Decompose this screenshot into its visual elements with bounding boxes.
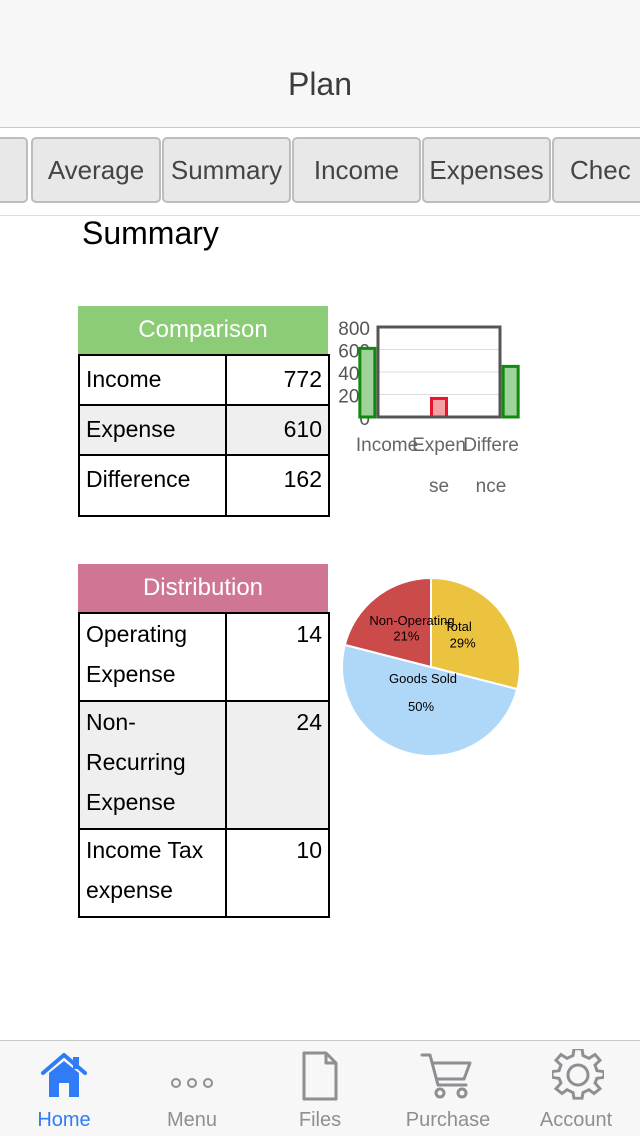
plot-frame <box>376 325 502 419</box>
row-label: Non-Recurring Expense <box>78 701 227 829</box>
home-icon <box>41 1053 87 1097</box>
tabbar-item-account[interactable]: Account <box>512 1041 640 1136</box>
pie-slice-total <box>430 576 521 691</box>
row-label: Income Tax expense <box>78 828 227 918</box>
row-label: Difference <box>78 454 227 517</box>
tab-income[interactable]: Income <box>292 137 421 203</box>
pie-percent-label: 29% <box>450 635 476 650</box>
tab-expenses[interactable]: Expenses <box>422 137 551 203</box>
table-row: Non-Recurring Expense 24 <box>78 701 330 829</box>
x-tick-label: Expen <box>412 435 466 456</box>
comparison-header: Comparison <box>78 306 328 354</box>
row-value: 24 <box>225 701 330 829</box>
row-label: Operating Expense <box>78 612 227 702</box>
tabbar-item-purchase[interactable]: Purchase <box>384 1041 512 1136</box>
tabbar-item-home[interactable]: Home <box>0 1041 128 1136</box>
bar-income <box>358 346 377 419</box>
y-tick-label: 800 <box>338 319 370 340</box>
row-label: Income <box>78 354 227 406</box>
table-row: Operating Expense 14 <box>78 612 330 702</box>
table-row: Income 772 <box>78 354 330 406</box>
pie-labels: 29% 50% 21% Total Goods Sold Non-Operating <box>369 613 476 714</box>
distribution-table: Operating Expense 14 Non-Recurring Expen… <box>78 612 330 918</box>
x-tick-label: Differe <box>463 435 519 456</box>
tabbar-label: Files <box>298 1109 342 1131</box>
row-value: 772 <box>225 354 330 406</box>
gear-icon <box>552 1049 604 1100</box>
tab-summary[interactable]: Summary <box>162 137 291 203</box>
pie-percent-label: 50% <box>408 699 434 714</box>
row-value: 14 <box>225 612 330 702</box>
cart-icon <box>420 1053 472 1099</box>
chart-bars <box>358 346 520 419</box>
bar-expense <box>430 396 448 419</box>
tabbar-label: Account <box>539 1109 613 1131</box>
tabbar-label: Menu <box>166 1109 218 1131</box>
tab-previous[interactable] <box>0 137 28 203</box>
pie-slices <box>341 576 521 757</box>
y-tick-label: 0 <box>359 409 370 430</box>
comparison-table: Income 772 Expense 610 Difference 162 <box>78 354 330 517</box>
pie-percent-label: 21% <box>393 628 419 643</box>
page-title: Plan <box>287 66 353 102</box>
x-tick-label: nce <box>476 476 507 497</box>
tabbar-label: Home <box>37 1109 91 1131</box>
pie-slice-non-operating <box>343 576 432 669</box>
tab-average[interactable]: Average <box>31 137 161 203</box>
pie-name-label: Goods Sold <box>389 671 457 686</box>
table-row: Expense 610 <box>78 404 330 456</box>
tab-strip[interactable]: Average Summary Income Expenses Chec <box>0 128 640 216</box>
distribution-pie-chart: 29% 50% 21% Total Goods Sold Non-Operating <box>341 576 521 757</box>
tabbar-label: Purchase <box>405 1109 491 1131</box>
x-tick-label: Income <box>356 435 418 456</box>
bar-difference <box>501 364 520 419</box>
more-icon <box>171 1078 213 1088</box>
tabbar-item-menu[interactable]: Menu <box>128 1041 256 1136</box>
distribution-header: Distribution <box>78 564 328 612</box>
pie-slice-goods-sold <box>341 643 519 757</box>
nav-bar: Plan <box>0 0 640 128</box>
row-value: 162 <box>225 454 330 517</box>
pie-name-label: Non-Operating <box>369 613 454 628</box>
x-tick-label: se <box>429 476 449 497</box>
tabbar-item-files[interactable]: Files <box>256 1041 384 1136</box>
file-icon <box>302 1051 338 1101</box>
row-label: Expense <box>78 404 227 456</box>
bottom-tab-bar: Home Menu Files Purchase <box>0 1040 640 1136</box>
pie-name-label: Total <box>444 619 472 634</box>
section-title: Summary <box>82 215 219 251</box>
tab-check[interactable]: Chec <box>552 137 640 203</box>
row-value: 610 <box>225 404 330 456</box>
row-value: 10 <box>225 828 330 918</box>
table-row: Difference 162 <box>78 454 330 517</box>
table-row: Income Tax expense 10 <box>78 828 330 918</box>
